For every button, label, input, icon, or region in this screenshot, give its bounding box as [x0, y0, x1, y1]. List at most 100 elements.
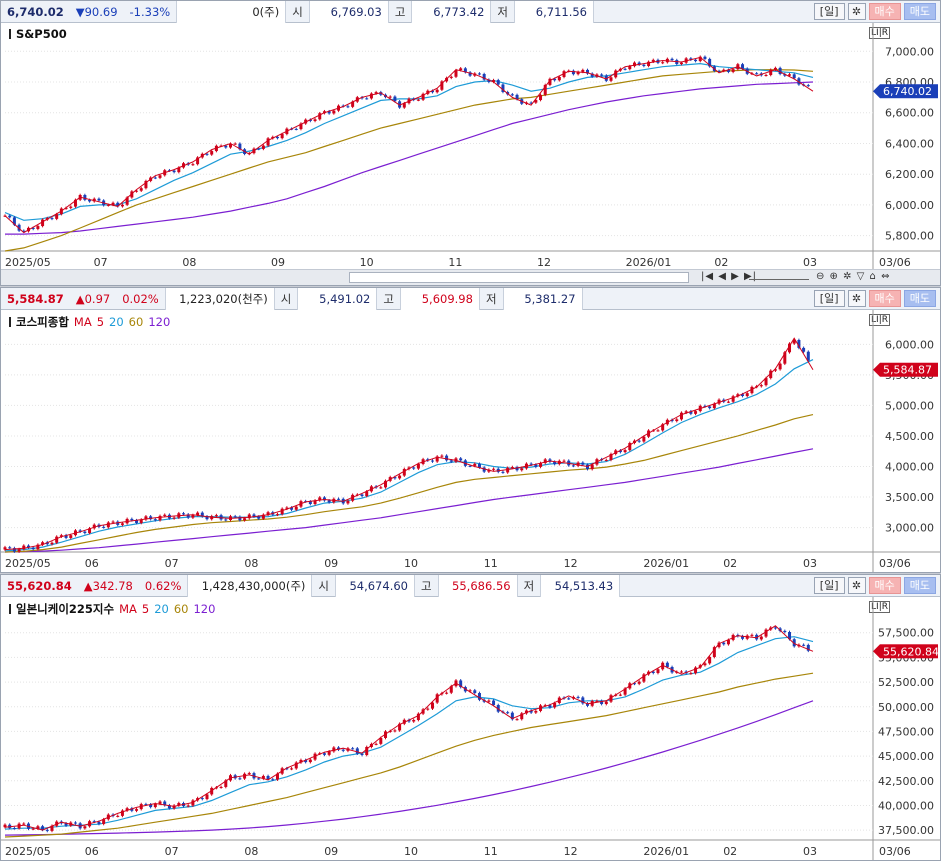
- candle-body: [224, 780, 228, 787]
- ma5-line: [4, 337, 814, 551]
- candle-body: [92, 198, 96, 202]
- sell-button[interactable]: 매도: [903, 3, 936, 20]
- candle-body: [177, 803, 181, 806]
- period-button[interactable]: [일]: [813, 290, 845, 307]
- buy-button[interactable]: 매수: [868, 577, 901, 594]
- candle-body: [459, 680, 463, 688]
- candle-body: [797, 339, 801, 348]
- y-tick-label: 6,400.00: [885, 137, 934, 150]
- candle-body: [661, 62, 665, 64]
- candle: [520, 467, 524, 472]
- candle: [632, 61, 636, 68]
- candle: [205, 514, 209, 521]
- legend-ma5: 5: [141, 602, 150, 616]
- candle-body: [600, 74, 604, 76]
- candle-body: [158, 801, 162, 804]
- candle-body: [83, 194, 87, 200]
- candle: [628, 441, 632, 452]
- candle: [567, 697, 571, 700]
- candle: [576, 70, 580, 76]
- candle: [149, 803, 153, 809]
- candle-body: [233, 516, 237, 518]
- chart-scrollbar[interactable]: |◀ ◀ ▶ ▶| ⊖ ⊕ ✲ ▽ ⌂ ⇔: [1, 269, 940, 285]
- candle-body: [722, 69, 726, 71]
- candle-body: [45, 829, 49, 831]
- period-button[interactable]: [일]: [813, 3, 845, 20]
- candle: [694, 409, 698, 416]
- candle-body: [468, 72, 472, 76]
- candle-body: [731, 396, 735, 402]
- candle-body: [144, 516, 148, 520]
- candle: [266, 137, 270, 147]
- low-label: 저: [523, 578, 535, 593]
- price-tag-arrow: [873, 644, 880, 659]
- scale-toggle[interactable]: LI|R: [869, 601, 890, 613]
- candle-body: [449, 686, 453, 693]
- x-tick-label: 07: [165, 845, 179, 858]
- candle: [679, 670, 683, 674]
- scale-toggle[interactable]: LI|R: [869, 314, 890, 326]
- candle-body: [158, 515, 162, 521]
- candle: [792, 338, 796, 345]
- gear-icon[interactable]: ✲: [847, 290, 866, 307]
- candle: [153, 517, 157, 522]
- candle-body: [506, 712, 510, 714]
- candle-body: [294, 762, 298, 769]
- candle-body: [252, 514, 256, 517]
- candle-body: [8, 547, 12, 549]
- zoom-controls[interactable]: ⊖ ⊕ ✲ ▽ ⌂ ⇔: [816, 271, 891, 282]
- candle-body: [346, 500, 350, 504]
- y-tick-label: 5,800.00: [885, 230, 934, 243]
- candle: [806, 350, 810, 362]
- zoom-slider[interactable]: [749, 273, 809, 280]
- candle-body: [135, 190, 139, 192]
- candle: [435, 692, 439, 704]
- candle: [45, 828, 49, 833]
- gear-icon[interactable]: ✲: [847, 3, 866, 20]
- candle-body: [726, 639, 730, 645]
- candle: [59, 533, 63, 539]
- legend-ma20: 20: [109, 315, 124, 329]
- candle: [637, 439, 641, 443]
- scroll-controls[interactable]: |◀ ◀ ▶ ▶|: [701, 271, 758, 282]
- open-label: 시: [280, 291, 292, 306]
- price-chart[interactable]: 57,500.0055,000.0052,500.0050,000.0047,5…: [1, 597, 940, 860]
- candle-body: [416, 713, 420, 720]
- candle: [412, 466, 416, 470]
- candle-body: [501, 84, 505, 92]
- candle: [590, 72, 594, 78]
- candle: [308, 758, 312, 764]
- candle: [355, 747, 359, 756]
- buy-button[interactable]: 매수: [868, 3, 901, 20]
- candle-body: [116, 202, 120, 207]
- price-chart[interactable]: 6,000.005,500.005,000.004,500.004,000.00…: [1, 310, 940, 572]
- chart-panel-kospi: 5,584.87 ▲0.97 0.02% 1,223,020(천주) 시 5,4…: [0, 287, 941, 573]
- candle: [637, 61, 641, 67]
- candle-body: [520, 713, 524, 720]
- period-button[interactable]: [일]: [813, 577, 845, 594]
- candle-body: [750, 634, 754, 636]
- x-tick-label: 11: [484, 845, 498, 858]
- candle-body: [88, 199, 92, 202]
- candle: [769, 68, 773, 77]
- price-tag-arrow: [873, 362, 880, 377]
- sell-button[interactable]: 매도: [903, 290, 936, 307]
- candle-body: [106, 522, 110, 528]
- sell-button[interactable]: 매도: [903, 577, 936, 594]
- candle: [233, 514, 237, 519]
- candle: [308, 118, 312, 123]
- candle-body: [36, 544, 40, 550]
- candle: [120, 521, 124, 527]
- price-chart[interactable]: 7,000.006,800.006,600.006,400.006,200.00…: [1, 23, 940, 271]
- scale-toggle[interactable]: LI|R: [869, 27, 890, 39]
- candle: [388, 95, 392, 99]
- candle-body: [543, 84, 547, 95]
- buy-button[interactable]: 매수: [868, 290, 901, 307]
- candle: [445, 454, 449, 462]
- candle-body: [802, 644, 806, 646]
- scroll-thumb[interactable]: [349, 272, 689, 283]
- candle-body: [656, 430, 660, 432]
- candle-body: [492, 468, 496, 470]
- x-tick-label: 07: [165, 557, 179, 570]
- gear-icon[interactable]: ✲: [847, 577, 866, 594]
